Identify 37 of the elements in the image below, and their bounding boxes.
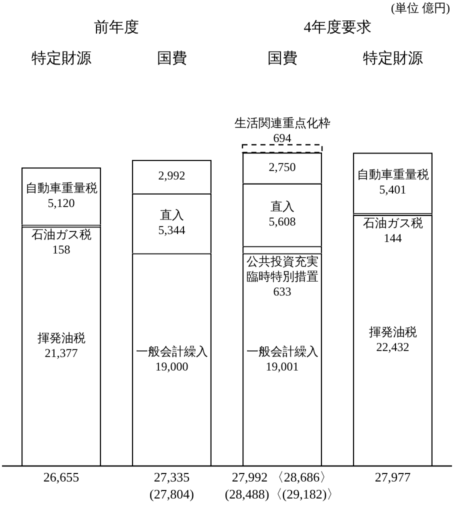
data-label: 2,992 xyxy=(158,168,186,183)
total-label: 27,335 (27,804) xyxy=(150,469,194,502)
data-label: 5,120 xyxy=(48,196,75,210)
text: 石油ガス税 xyxy=(362,216,423,230)
data-label: 158 xyxy=(52,242,70,257)
series-label: 生活関連重点化枠 xyxy=(234,116,330,130)
data-label: 5,344 xyxy=(158,222,186,237)
x-tick-label: 国費 xyxy=(156,50,187,67)
series-label: 公共投資充実臨時特別措置 xyxy=(246,254,318,284)
series-label: 一般会計繰入 xyxy=(246,344,318,358)
total-label: 27,977 xyxy=(374,469,412,484)
x-tick-label: 特定財源 xyxy=(31,50,92,67)
total-label: 26,655 xyxy=(43,469,80,484)
text: 前年度 xyxy=(94,18,139,36)
data-label: 5,608 xyxy=(268,214,296,228)
data-label: 144 xyxy=(384,230,402,245)
series-label: 揮発油税 xyxy=(368,325,417,340)
x-tick-label: 特定財源 xyxy=(362,50,423,67)
series-label: 石油ガス税 xyxy=(31,228,92,242)
text: 4年度要求 xyxy=(304,18,372,36)
text: 自動車重量税 xyxy=(25,180,98,195)
data-label: 19,000 xyxy=(155,359,188,374)
text: (単位 億円) xyxy=(391,1,450,16)
series-label: 直入 xyxy=(160,208,184,222)
data-label: 633 xyxy=(273,284,292,298)
total-label: 27,992 〈28,686〉 (28,488)〈(29,182)〉 xyxy=(224,469,340,502)
data-label: 2,750 xyxy=(268,160,296,174)
data-label: 5,401 xyxy=(379,182,406,197)
data-label: 694 xyxy=(273,130,292,145)
text: 揮発油税 xyxy=(37,330,86,345)
text: 直入 xyxy=(270,199,294,214)
data-label: 21,377 xyxy=(44,346,78,360)
x-tick-label: 国費 xyxy=(267,50,298,67)
series-label: 自動車重量税 xyxy=(356,168,429,182)
data-label: 19,001 xyxy=(266,359,299,374)
text: 一般会計繰入 xyxy=(136,344,208,358)
data-label: 22,432 xyxy=(376,340,410,354)
